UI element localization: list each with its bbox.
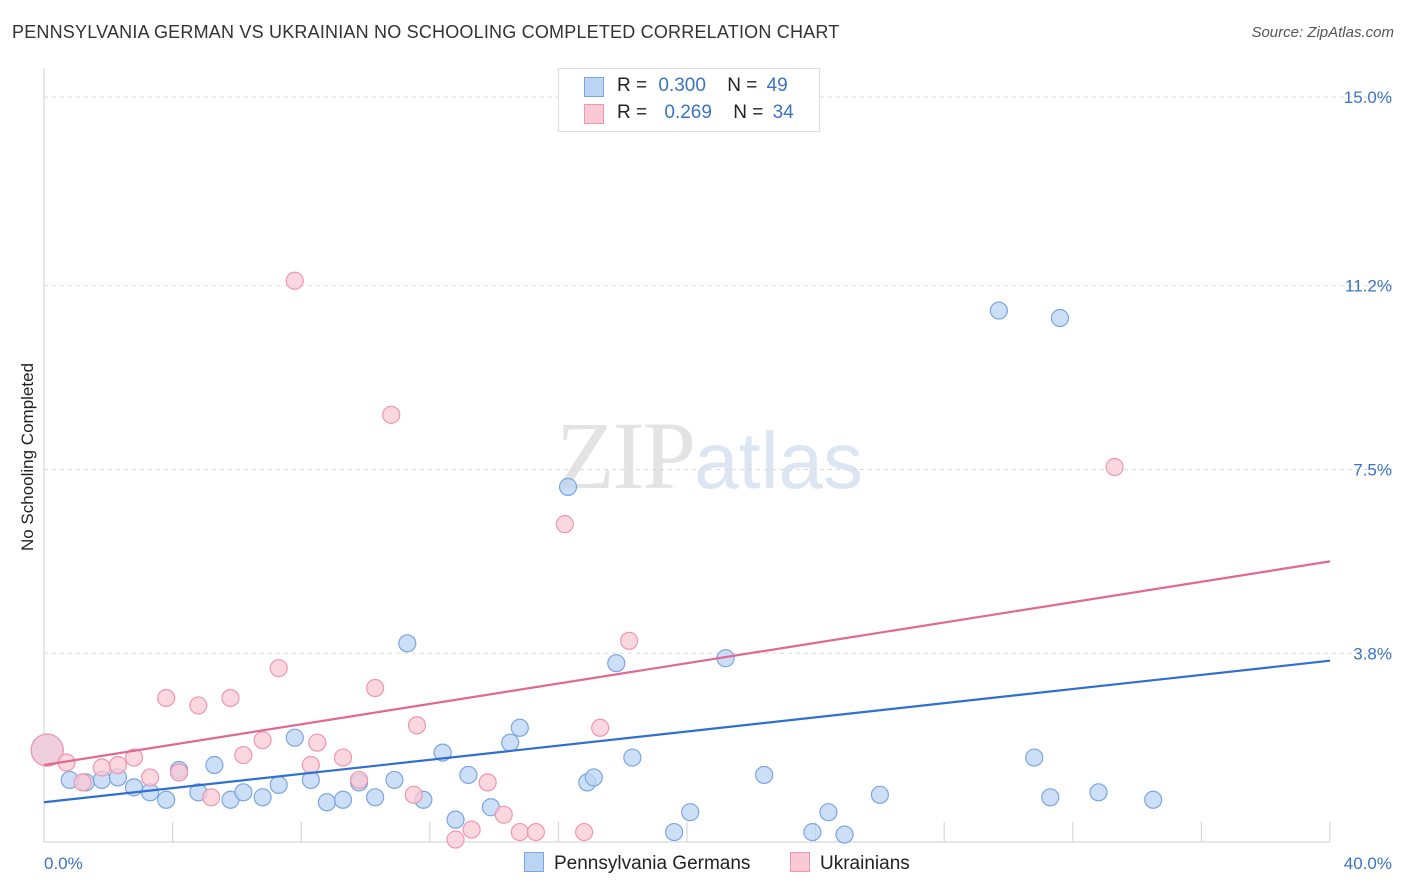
pennsylvania-german-point: [584, 768, 603, 787]
pennsylvania-german-point: [398, 634, 417, 653]
ukrainian-point: [92, 758, 111, 777]
source-credit: Source: ZipAtlas.com: [1251, 24, 1394, 41]
pennsylvania-german-point: [1041, 788, 1060, 807]
pennsylvania-german-point: [269, 775, 288, 794]
watermark-zip: ZIP: [556, 402, 696, 509]
legend-r-label: R =: [617, 102, 648, 123]
pennsylvania-german-point: [835, 825, 854, 844]
ukrainian-point: [407, 716, 427, 735]
pennsylvania-german-point: [755, 765, 774, 785]
ukrainian-point: [285, 271, 304, 290]
pennsylvania-german-point: [366, 788, 385, 807]
pennsylvania-german-point: [253, 788, 272, 807]
legend-r-value: 0.300: [658, 75, 706, 96]
pennsylvania-german-point: [1025, 748, 1044, 767]
ukrainian-point: [301, 755, 320, 775]
pennsylvania-german-point: [234, 783, 253, 802]
ukrainian-point: [494, 805, 513, 824]
ukrainian-point: [478, 773, 497, 792]
ukrainian-point: [157, 688, 176, 708]
legend-n-label: N =: [733, 102, 764, 123]
ukrainian-point: [30, 733, 64, 767]
pennsylvania-german-point: [1144, 790, 1163, 809]
legend-swatch-blue: [524, 852, 544, 872]
ukrainian-point: [555, 515, 574, 534]
pennsylvania-german-point: [459, 765, 478, 785]
ukrainian-point: [620, 631, 639, 650]
legend-n-value: 34: [772, 102, 794, 123]
pennsylvania-german-point: [205, 755, 224, 775]
pennsylvania-german-point: [385, 770, 404, 790]
pennsylvania-german-point: [1050, 308, 1070, 328]
legend-swatch-pink: [790, 852, 810, 872]
x-tick-label: 0.0%: [44, 854, 83, 873]
series-name: Pennsylvania Germans: [554, 853, 751, 874]
pennsylvania-german-point: [510, 718, 529, 737]
ukrainian-point: [446, 830, 465, 849]
ukrainian-point: [253, 731, 272, 750]
pennsylvania-german-point: [819, 803, 838, 822]
ukrainian-point: [510, 822, 529, 842]
series-name: Ukrainians: [820, 853, 910, 874]
ukrainian-point: [124, 748, 144, 767]
chart-title: PENNSYLVANIA GERMAN VS UKRAINIAN NO SCHO…: [12, 22, 840, 42]
ukrainian-point: [1105, 457, 1124, 477]
ukrainian-point: [140, 768, 160, 787]
legend-swatch-blue: [584, 77, 604, 97]
pennsylvania-german-point: [317, 793, 337, 812]
ukrainian-point: [308, 733, 327, 752]
legend-n-label: N =: [727, 75, 758, 96]
pennsylvania-german-point: [607, 654, 626, 673]
ukrainian-point: [169, 763, 189, 782]
watermark-atlas: atlas: [694, 416, 863, 505]
ukrainian-point: [366, 678, 385, 698]
ukrainian-point: [221, 688, 240, 708]
pennsylvania-german-point: [623, 748, 642, 767]
pennsylvania-german-point: [558, 477, 578, 496]
series-legend-ukrainians: Ukrainians: [790, 852, 910, 876]
series-legend-pennsylvania-germans: Pennsylvania Germans: [524, 852, 750, 876]
ukrainian-point: [108, 755, 128, 775]
ukrainian-point: [202, 788, 221, 807]
ukrainian-point: [462, 820, 481, 839]
watermark: ZIPatlas: [556, 400, 863, 511]
ukrainian-point: [575, 822, 594, 842]
pennsylvania-german-point: [157, 790, 176, 809]
ukrainian-trend-line: [43, 560, 1331, 767]
pennsylvania-german-point: [803, 822, 822, 842]
ukrainian-point: [189, 696, 208, 715]
pennsylvania-german-point: [665, 822, 684, 842]
ukrainian-point: [73, 773, 92, 792]
y-tick-label: 7.5%: [1353, 461, 1392, 480]
legend-r-label: R =: [617, 75, 648, 96]
correlation-legend: R = 0.300 N = 49 R = 0.269 N = 34: [558, 68, 820, 132]
ukrainian-point: [404, 785, 423, 804]
ukrainian-point: [382, 405, 401, 424]
pennsylvania-german-point: [989, 301, 1008, 320]
legend-swatch-pink: [584, 104, 604, 124]
ukrainian-point: [591, 718, 610, 737]
pennsylvania-german-point: [1089, 783, 1108, 802]
pennsylvania-german-trend-line: [43, 659, 1331, 804]
legend-n-value: 49: [766, 75, 788, 96]
ukrainian-point: [269, 659, 288, 678]
y-tick-label: 11.2%: [1345, 277, 1392, 296]
y-tick-label: 15.0%: [1344, 88, 1392, 107]
pennsylvania-german-point: [501, 733, 520, 752]
pennsylvania-german-point: [285, 728, 304, 747]
pennsylvania-german-point: [870, 785, 890, 804]
ukrainian-point: [333, 748, 353, 767]
pennsylvania-german-point: [333, 790, 353, 809]
ukrainian-point: [234, 745, 253, 765]
pennsylvania-german-point: [446, 810, 465, 829]
pennsylvania-german-point: [681, 803, 700, 822]
legend-r-value: 0.269: [664, 102, 712, 123]
y-tick-label: 3.8%: [1353, 644, 1392, 663]
ukrainian-point: [349, 770, 369, 790]
ukrainian-point: [526, 822, 545, 842]
x-tick-label: 40.0%: [1344, 854, 1392, 873]
